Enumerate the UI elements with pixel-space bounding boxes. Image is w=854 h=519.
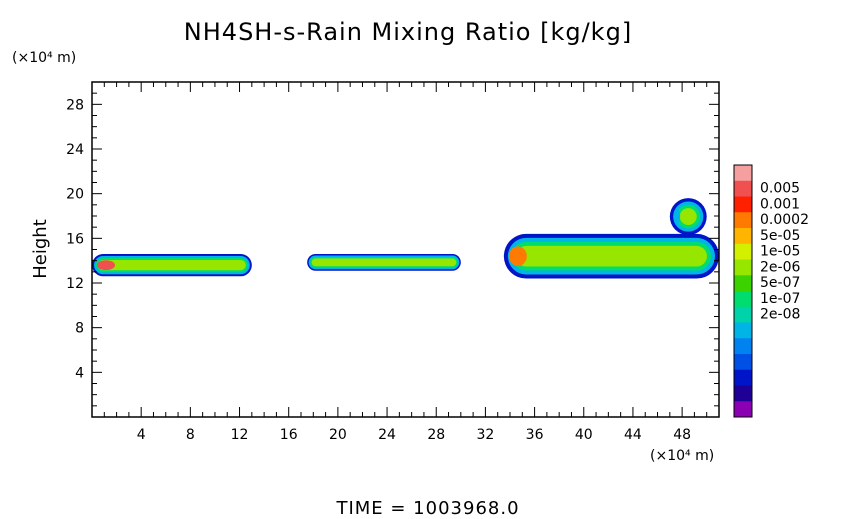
y-tick-label: 8: [75, 321, 84, 337]
x-tick-label: 16: [280, 427, 298, 443]
colorbar-label: 0.0002: [760, 212, 809, 228]
colorbar-swatch: [734, 338, 752, 355]
contour-peak: [674, 208, 681, 225]
contour-peak: [312, 258, 331, 267]
colorbar-label: 1e-07: [760, 291, 800, 307]
colorbar-swatch: [734, 259, 752, 276]
colorbar-swatch: [734, 322, 752, 339]
y-tick-label: 4: [75, 365, 84, 381]
colorbar-swatch: [734, 401, 752, 418]
colorbar-label: 0.005: [760, 181, 800, 197]
colorbar-label: 5e-07: [760, 275, 800, 291]
x-tick-label: 12: [231, 427, 249, 443]
colorbar-swatch: [734, 212, 752, 229]
colorbar-label: 5e-05: [760, 228, 800, 244]
colorbar-swatch: [734, 369, 752, 386]
y-tick-label: 12: [66, 276, 84, 292]
colorbar-swatch: [734, 180, 752, 197]
contour-bands: [92, 198, 719, 279]
colorbar-label: 2e-08: [760, 307, 800, 323]
y-tick-label: 16: [66, 231, 84, 247]
contour-band-3: [669, 198, 707, 235]
time-footer: TIME = 1003968.0: [335, 498, 519, 519]
contour-peak: [508, 246, 527, 267]
chart-title: NH4SH-s-Rain Mixing Ratio [kg/kg]: [184, 18, 632, 46]
colorbar: 0.0050.0010.00025e-051e-052e-065e-071e-0…: [733, 164, 809, 418]
colorbar-label: 2e-06: [760, 259, 800, 275]
colorbar-label: 1e-05: [760, 244, 800, 260]
x-tick-label: 32: [476, 427, 494, 443]
colorbar-label: 0.001: [760, 196, 800, 212]
x-tick-label: 40: [575, 427, 593, 443]
contour-peak: [97, 260, 115, 271]
contour-level: [98, 259, 246, 271]
colorbar-swatch: [734, 275, 752, 292]
contour-band-1: [307, 253, 461, 271]
x-tick-label: 48: [673, 427, 691, 443]
x-tick-label: 36: [526, 427, 544, 443]
colorbar-swatch: [734, 196, 752, 213]
contour-band-2: [503, 233, 719, 279]
contour-level: [679, 208, 697, 226]
contour-band-0: [92, 253, 252, 277]
y-tick-label: 20: [66, 187, 84, 203]
colorbar-frame: [733, 164, 753, 418]
colorbar-swatch: [734, 291, 752, 308]
x-tick-label: 24: [378, 427, 396, 443]
y-axis-label: Height: [30, 219, 51, 279]
x-unit-label: (×10⁴ m): [650, 448, 714, 464]
contour-level: [311, 258, 457, 267]
colorbar-swatch: [734, 354, 752, 371]
colorbar-swatch: [734, 306, 752, 323]
colorbar-swatch: [734, 385, 752, 402]
x-tick-label: 28: [427, 427, 445, 443]
x-tick-label: 8: [186, 427, 195, 443]
y-tick-label: 28: [66, 97, 84, 113]
y-tick-label: 24: [66, 142, 84, 158]
x-tick-label: 4: [137, 427, 146, 443]
x-tick-label: 44: [624, 427, 642, 443]
y-unit-label: (×10⁴ m): [12, 50, 76, 66]
x-tick-label: 20: [329, 427, 347, 443]
colorbar-swatch: [734, 228, 752, 245]
contour-level: [515, 245, 707, 267]
colorbar-swatch: [734, 243, 752, 260]
colorbar-swatch: [734, 165, 752, 182]
